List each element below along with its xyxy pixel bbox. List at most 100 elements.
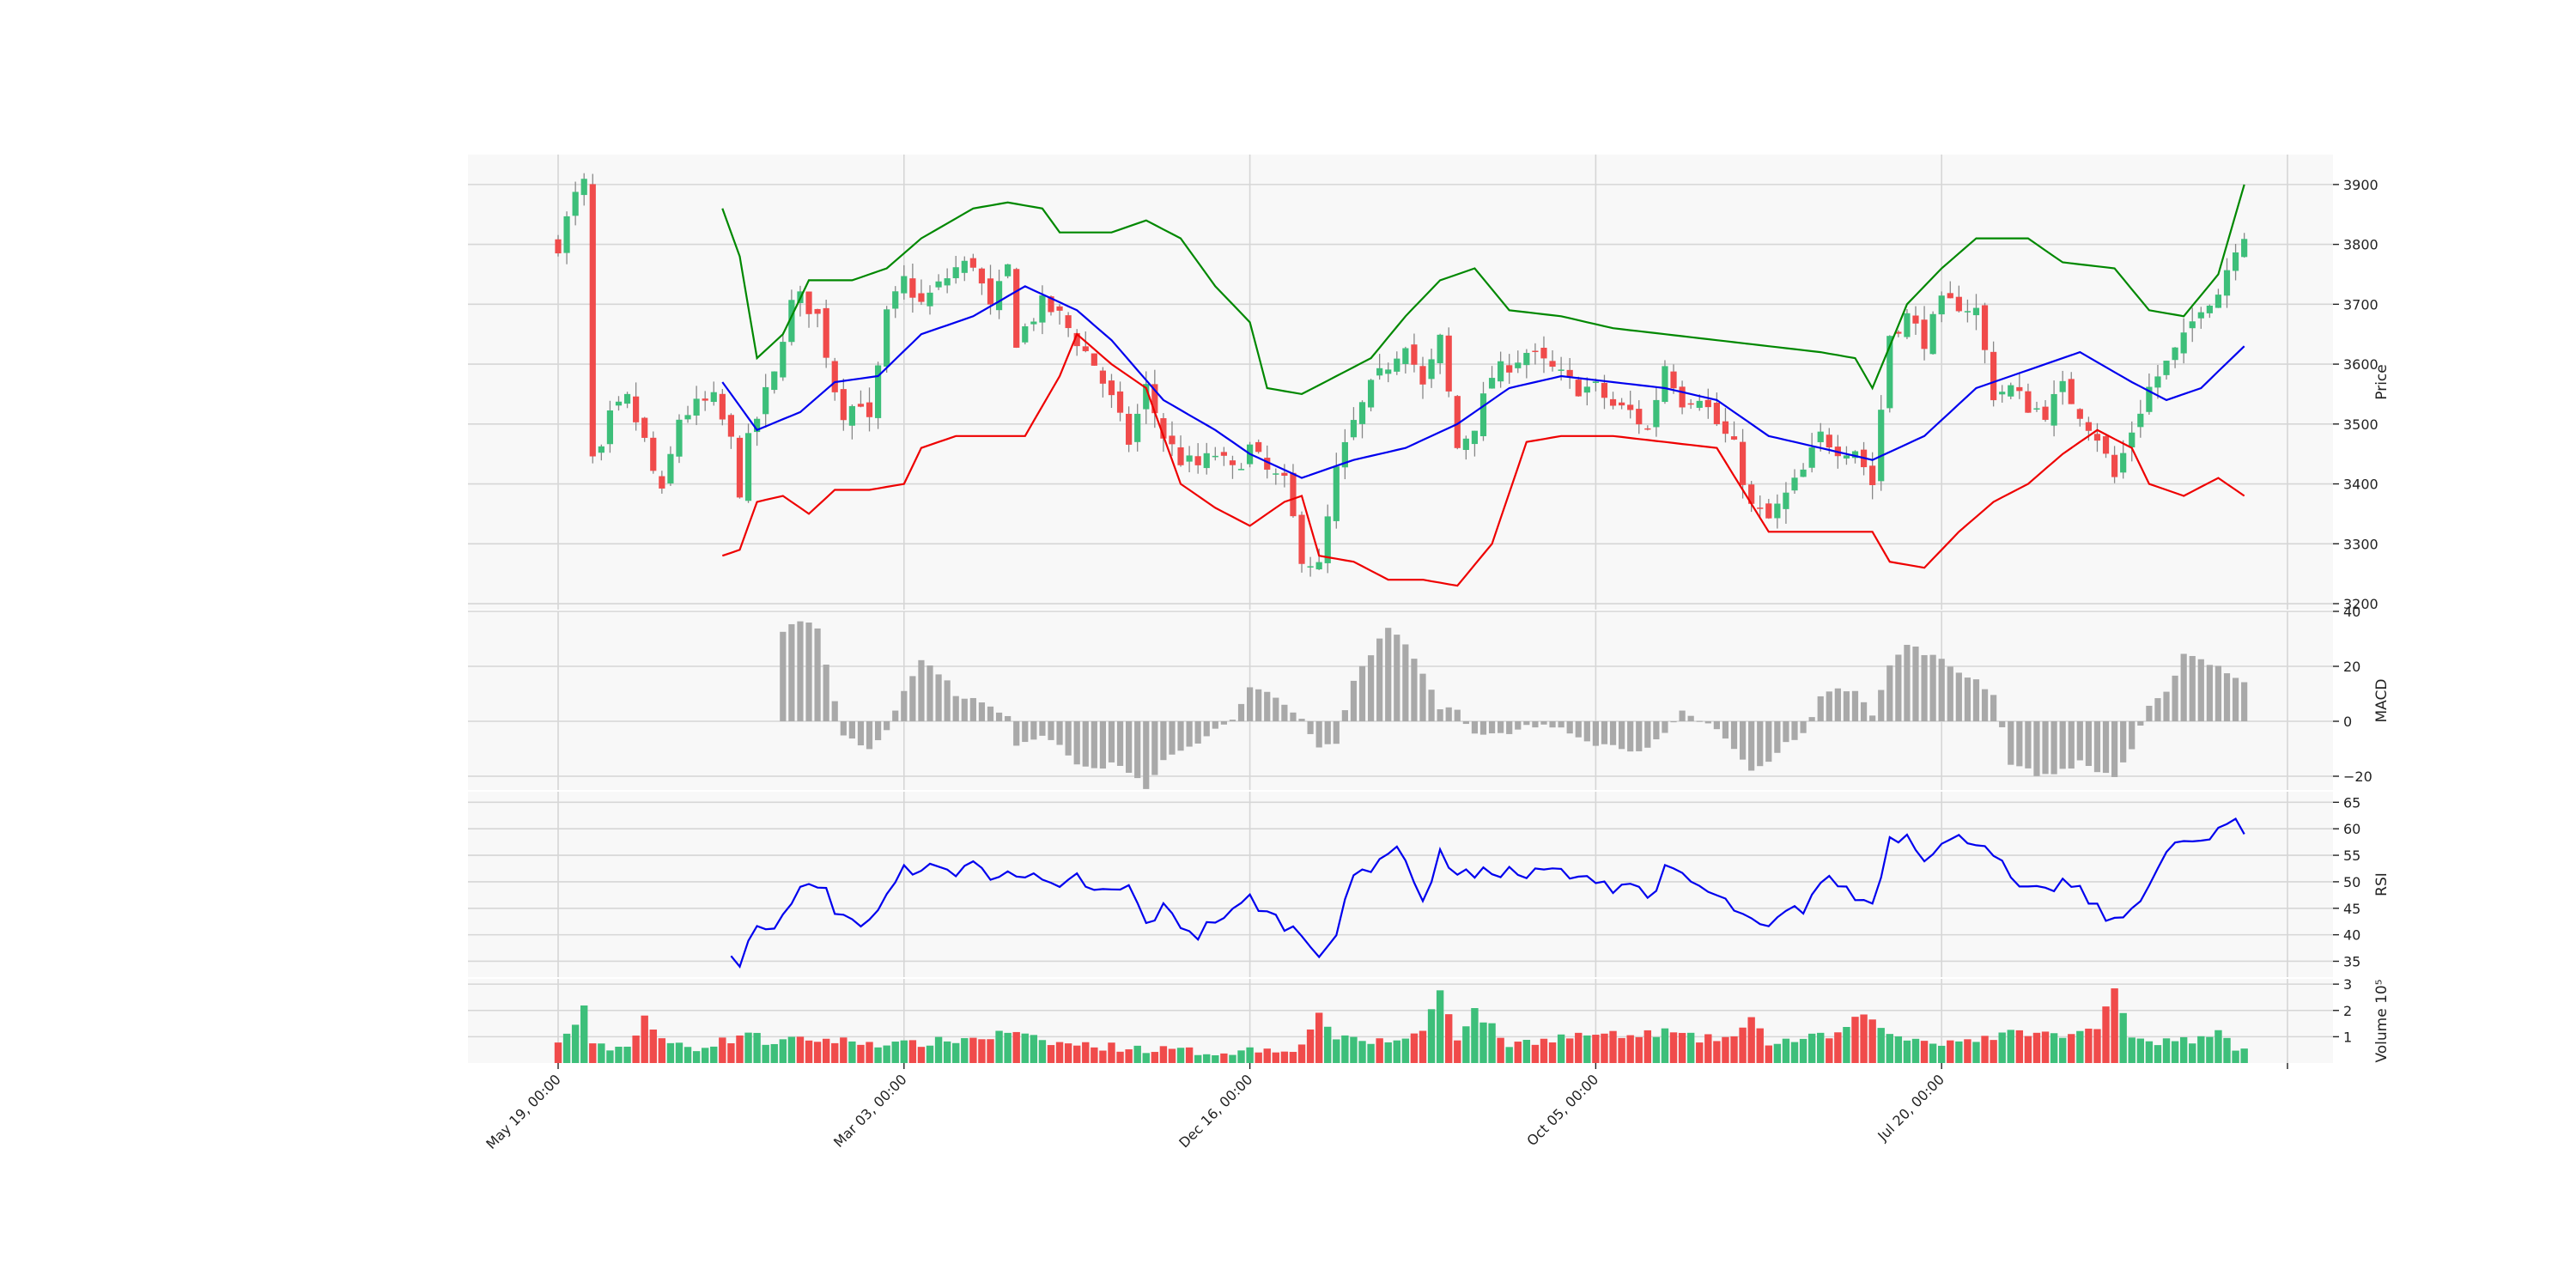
price-y-tick-label: 3400 <box>2343 477 2379 493</box>
macd-histogram-bar <box>1307 721 1314 734</box>
volume-bar <box>943 1041 951 1063</box>
candle-body <box>1808 447 1815 468</box>
volume-bar <box>891 1042 899 1063</box>
candle-body <box>702 398 708 401</box>
volume-bar <box>2111 988 2118 1063</box>
macd-histogram-bar <box>1498 721 1504 733</box>
candle-body <box>1619 402 1625 406</box>
volume-bar <box>1799 1038 1807 1063</box>
price-y-tick-label: 3700 <box>2343 296 2379 313</box>
volume-bar <box>2232 1050 2239 1063</box>
candle-body <box>1030 321 1037 325</box>
candle-body <box>2180 332 2187 354</box>
volume-bar <box>658 1038 666 1063</box>
volume-bar <box>1176 1048 1185 1063</box>
candle-body <box>1116 391 1124 413</box>
macd-histogram-bar <box>987 706 994 721</box>
candle-body <box>1765 503 1772 519</box>
candle-body <box>563 216 570 253</box>
volume-bar <box>1938 1045 1946 1063</box>
macd-histogram-bar <box>1220 721 1227 725</box>
macd-histogram-bar <box>780 631 787 721</box>
volume-bar <box>1903 1040 1911 1063</box>
macd-histogram-bar <box>1540 721 1547 725</box>
macd-histogram-bar <box>1938 659 1945 721</box>
candle-body <box>1358 402 1366 424</box>
macd-histogram-bar <box>1212 721 1218 729</box>
macd-histogram-bar <box>1385 628 1392 721</box>
candle-body <box>2068 379 2075 404</box>
volume-bar <box>2050 1033 2058 1063</box>
candle-body <box>1237 469 1245 471</box>
macd-histogram-bar <box>1921 654 1928 721</box>
macd-histogram-bar <box>2197 659 2204 721</box>
volume-bar <box>1981 1036 1989 1063</box>
volume-bar <box>1064 1043 1072 1063</box>
macd-histogram-bar <box>2076 721 2083 761</box>
volume-bar <box>866 1042 873 1063</box>
macd-histogram-bar <box>1679 710 1686 721</box>
macd-histogram-bar <box>1878 690 1885 721</box>
macd-histogram-bar <box>1471 721 1479 734</box>
candle-body <box>1428 359 1435 380</box>
candle-body <box>1904 313 1911 337</box>
macd-histogram-bar <box>901 690 908 721</box>
volume-bar <box>2058 1037 2067 1063</box>
candle-body <box>2129 432 2136 448</box>
volume-bar <box>2119 1012 2127 1063</box>
volume-bar <box>787 1036 796 1063</box>
volume-bar <box>554 1042 562 1063</box>
macd-histogram-bar <box>857 721 865 746</box>
macd-histogram-bar <box>2016 721 2023 767</box>
candle-body <box>1506 365 1513 373</box>
macd-histogram-bar <box>884 721 890 731</box>
candle-body <box>1126 413 1133 445</box>
volume-bar <box>1410 1033 1419 1063</box>
macd-histogram-bar <box>840 721 847 736</box>
volume-bar <box>805 1040 813 1063</box>
macd-histogram-bar <box>2146 705 2153 721</box>
macd-histogram-bar <box>1065 721 1072 756</box>
volume-bar <box>1531 1044 1540 1063</box>
volume-bar <box>2093 1029 2101 1063</box>
candle-body <box>2085 422 2092 431</box>
macd-histogram-bar <box>1394 635 1400 721</box>
volume-bar <box>1030 1035 1038 1063</box>
candle-body <box>1169 435 1176 445</box>
volume-bar <box>1237 1050 1245 1063</box>
volume-bar <box>926 1045 934 1063</box>
macd-histogram-bar <box>2102 721 2110 774</box>
volume-bar <box>1462 1026 1470 1063</box>
macd-histogram-bar <box>1800 721 1807 733</box>
volume-bar <box>1454 1040 1461 1063</box>
volume-bar <box>1203 1054 1211 1063</box>
macd-histogram-bar <box>969 697 976 721</box>
volume-bar <box>1583 1035 1591 1063</box>
candle-body <box>935 281 942 288</box>
candle-body <box>1878 410 1885 482</box>
volume-bar <box>2015 1030 2024 1063</box>
candle-body <box>1203 453 1210 469</box>
volume-bar <box>2223 1037 2231 1063</box>
candle-body <box>1972 307 1980 316</box>
volume-bar <box>1860 1014 1868 1063</box>
volume-bar <box>822 1038 830 1063</box>
macd-histogram-bar <box>1376 638 1383 721</box>
macd-histogram-bar <box>797 621 804 721</box>
candle-body <box>1350 420 1358 438</box>
macd-histogram-bar <box>1739 721 1747 760</box>
candle-body <box>1385 369 1392 374</box>
volume-bar <box>1765 1045 1772 1063</box>
candle-body <box>1498 361 1504 382</box>
macd-histogram-bar <box>961 698 968 721</box>
volume-bar <box>1082 1042 1090 1063</box>
candle-body <box>1990 351 1997 401</box>
candle-body <box>1583 386 1590 393</box>
macd-histogram-bar <box>1229 720 1236 721</box>
price-panel: 3200 3300 3400 3500 3600 3700 3800 3900 Price <box>468 155 2391 612</box>
volume-bar <box>1868 1019 1876 1063</box>
candle-body <box>1186 455 1193 462</box>
macd-histogram-bar <box>814 628 821 721</box>
candle-body <box>1479 393 1487 437</box>
candle-body <box>1843 455 1850 459</box>
